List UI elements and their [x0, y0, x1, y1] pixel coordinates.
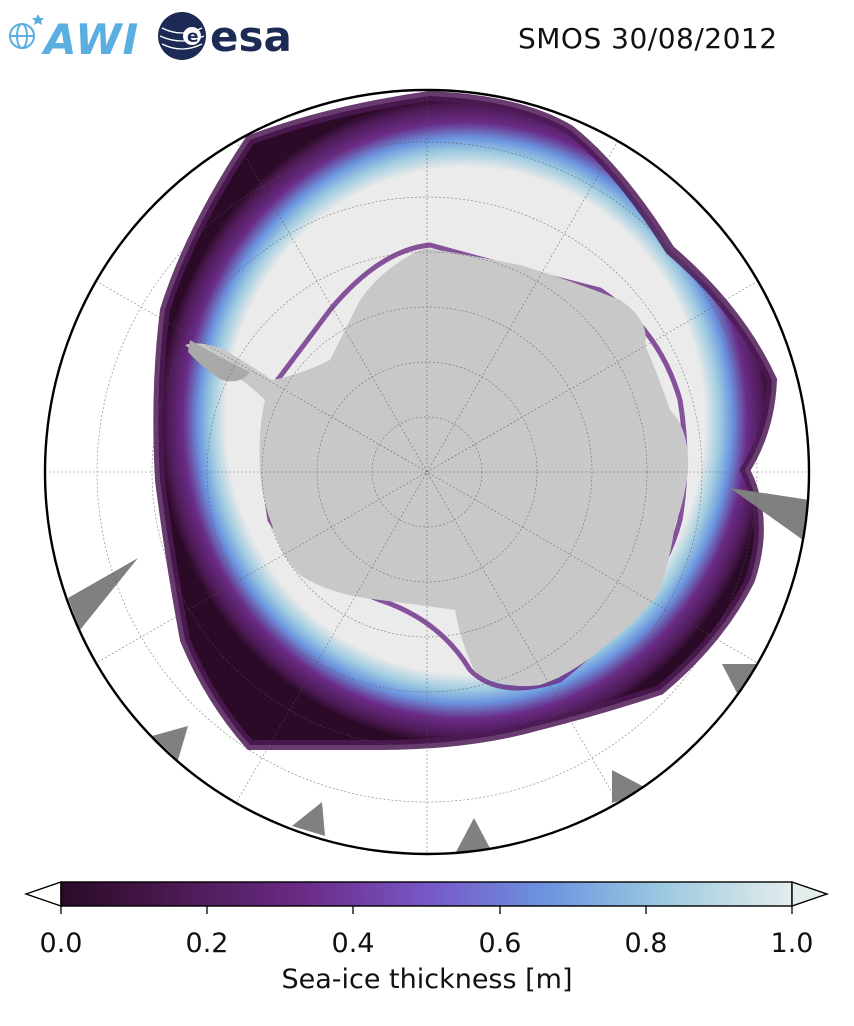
antarctica-landmass	[185, 248, 689, 687]
missing-data-wedges	[68, 488, 809, 852]
awi-emblem-icon	[9, 14, 44, 49]
awi-logo-text: AWI	[41, 15, 139, 64]
colorbar-tick-label: 0.4	[332, 928, 375, 959]
colorbar-tick-label: 1.0	[771, 928, 814, 959]
colorbar-gradient	[60, 881, 793, 907]
colorbar-extend-high	[791, 881, 830, 907]
map-title: SMOS 30/08/2012	[518, 22, 778, 55]
esa-logo-text: esa	[210, 12, 292, 61]
polar-map	[43, 88, 811, 856]
colorbar-tick-label: 0.2	[186, 928, 229, 959]
graticule	[45, 90, 809, 854]
colorbar-ticks	[60, 906, 793, 914]
esa-logo: e esa	[158, 12, 292, 61]
sea-ice-edge	[153, 90, 778, 751]
colorbar-tick-label: 0.6	[479, 928, 522, 959]
antarctic-peninsula	[188, 340, 250, 382]
svg-text:e: e	[187, 27, 199, 47]
esa-globe-icon: e	[158, 12, 206, 60]
colorbar-label: Sea-ice thickness [m]	[281, 964, 573, 995]
colorbar-tick-label: 0.8	[625, 928, 668, 959]
awi-logo: AWI	[9, 14, 139, 64]
map-boundary	[43, 88, 811, 856]
colorbar-tick-label: 0.0	[40, 928, 83, 959]
colorbar-extend-low	[23, 881, 62, 907]
colorbar: 0.0 0.2 0.4 0.6 0.8 1.0	[23, 881, 830, 959]
